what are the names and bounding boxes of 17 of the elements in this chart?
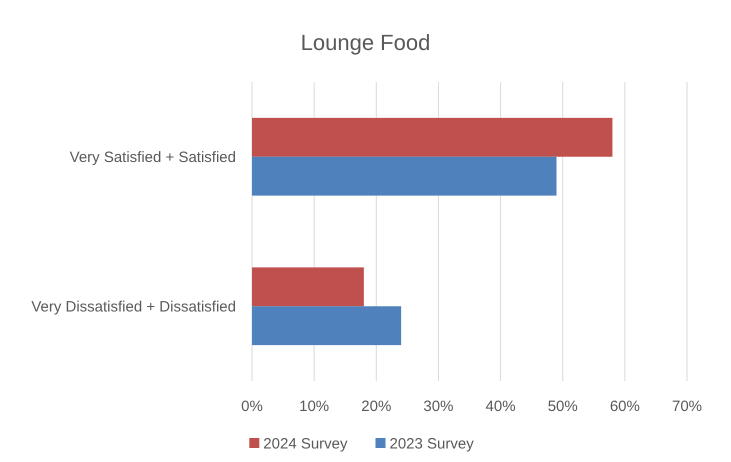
legend-label: 2023 Survey <box>390 435 474 452</box>
bar <box>252 267 364 306</box>
x-tick-label: 40% <box>486 398 516 415</box>
bar <box>252 306 402 346</box>
x-tick-label: 10% <box>299 398 330 415</box>
y-tick-label: Very Satisfied + Satisfied <box>70 149 236 166</box>
x-tick-label: 20% <box>361 398 392 415</box>
bar <box>252 118 612 157</box>
x-tick-label: 70% <box>672 398 702 415</box>
bar <box>252 156 556 196</box>
x-tick-label: 30% <box>423 398 454 415</box>
y-tick-label: Very Dissatisfied + Dissatisfied <box>31 298 236 316</box>
x-tick-label: 60% <box>610 398 640 415</box>
x-tick-label: 50% <box>548 398 578 415</box>
x-tick-label: 0% <box>241 398 263 415</box>
legend-label: 2024 Survey <box>263 435 348 452</box>
chart-title: Lounge Food <box>300 30 430 55</box>
